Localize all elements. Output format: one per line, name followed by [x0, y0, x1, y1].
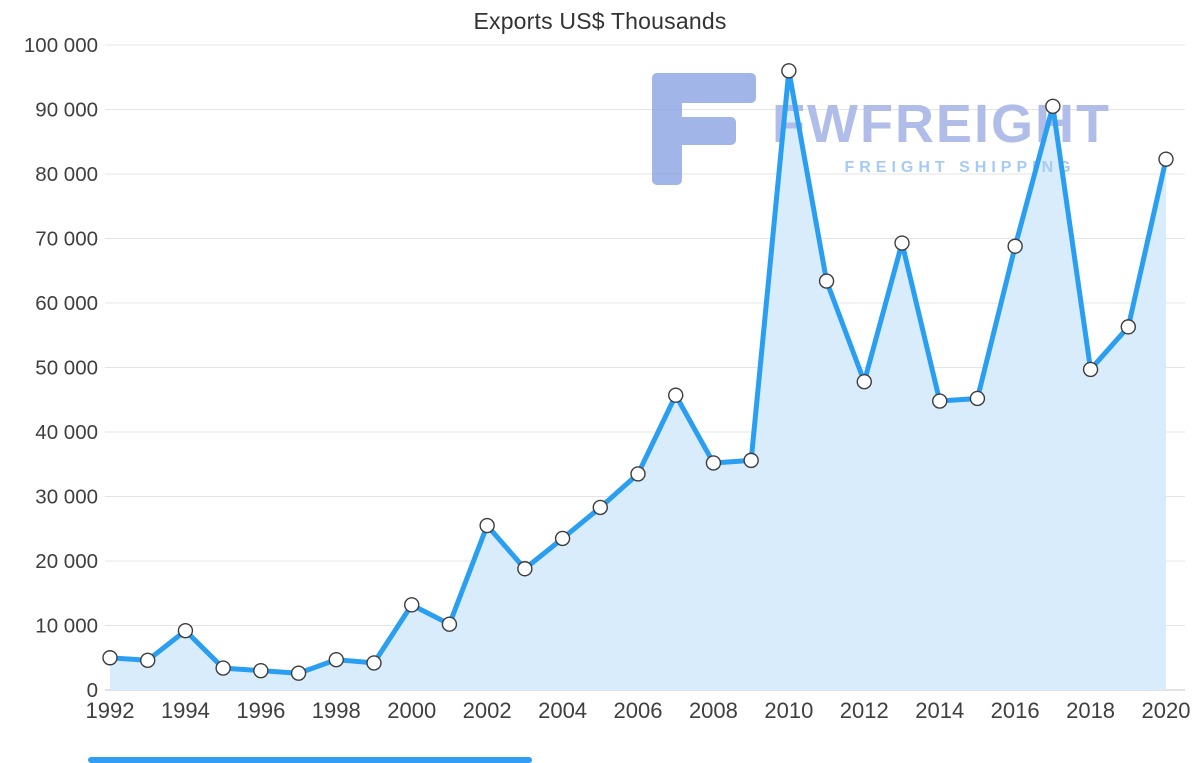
series-area-fill: [110, 70, 1166, 691]
fwfreight-logo-icon: [652, 73, 756, 185]
data-point-marker[interactable]: [668, 387, 684, 403]
data-point-marker[interactable]: [441, 616, 458, 632]
data-point-marker[interactable]: [818, 273, 835, 289]
watermark-tagline: FREIGHT SHIPPING: [844, 159, 1075, 176]
data-point-marker[interactable]: [328, 651, 344, 668]
x-axis-tick-label: 1992: [86, 698, 135, 723]
data-point-marker[interactable]: [290, 665, 307, 681]
data-point-marker[interactable]: [102, 650, 118, 666]
x-axis-tick-label: 1998: [312, 698, 361, 723]
y-axis-tick-label: 60 000: [35, 292, 98, 315]
y-axis-tick-label: 80 000: [35, 163, 98, 186]
data-point-marker[interactable]: [856, 373, 872, 390]
data-point-marker[interactable]: [479, 517, 495, 534]
scrollbar-thumb[interactable]: [88, 757, 532, 763]
data-point-marker[interactable]: [743, 452, 759, 469]
x-axis-tick-label: 2018: [1066, 698, 1115, 723]
data-point-marker[interactable]: [781, 63, 797, 79]
data-point-marker[interactable]: [894, 235, 910, 251]
data-point-marker[interactable]: [932, 393, 948, 409]
data-point-marker[interactable]: [253, 662, 269, 679]
data-point-marker[interactable]: [366, 655, 382, 671]
chart-title: Exports US$ Thousands: [473, 8, 727, 34]
data-point-marker[interactable]: [140, 652, 156, 669]
y-axis-tick-label: 90 000: [35, 99, 98, 122]
x-axis-tick-label: 2008: [689, 698, 738, 723]
x-axis-tick-label: 2020: [1142, 698, 1191, 723]
data-point-marker[interactable]: [1045, 98, 1061, 114]
data-point-marker[interactable]: [1120, 319, 1136, 335]
data-point-marker[interactable]: [215, 660, 231, 676]
y-axis-tick-label: 100 000: [24, 34, 98, 57]
y-axis-tick-label: 70 000: [35, 228, 98, 251]
x-axis-tick-label: 2006: [614, 698, 663, 723]
data-point-marker[interactable]: [177, 622, 194, 639]
data-point-marker[interactable]: [1158, 151, 1174, 167]
x-axis-tick-label: 1994: [161, 698, 210, 723]
watermark: FWFREIGHT FREIGHT SHIPPING: [652, 73, 1109, 185]
grid-and-area-layer: 0 10 000 20 000 30 000 40 000 50 000 60 000 70 …: [24, 34, 1191, 723]
y-axis-tick-label: 0: [87, 679, 98, 702]
x-axis-tick-label: 2012: [840, 698, 889, 723]
x-axis-tick-label: 2014: [915, 698, 964, 723]
line-and-markers-layer: [102, 63, 1174, 681]
y-axis-tick-label: 40 000: [35, 421, 98, 444]
x-axis-tick-label: 2002: [463, 698, 512, 723]
data-point-marker[interactable]: [404, 597, 420, 613]
y-axis-tick-label: 30 000: [35, 486, 98, 509]
x-axis-tick-label: 2004: [538, 698, 587, 723]
data-point-marker[interactable]: [517, 561, 533, 577]
x-axis-tick-label: 2000: [387, 698, 436, 723]
y-axis-tick-label: 50 000: [35, 357, 98, 380]
data-point-marker[interactable]: [592, 499, 608, 516]
x-axis-tick-label: 1996: [236, 698, 285, 723]
y-axis-tick-label: 10 000: [35, 615, 98, 638]
x-axis-tick-label: 2016: [991, 698, 1040, 723]
x-axis-tick-label: 2010: [764, 698, 813, 723]
data-point-marker[interactable]: [969, 390, 986, 407]
y-axis-tick-label: 20 000: [35, 550, 98, 573]
data-point-marker[interactable]: [705, 455, 722, 471]
data-point-marker[interactable]: [630, 466, 646, 482]
data-point-marker[interactable]: [1082, 361, 1099, 378]
data-point-marker[interactable]: [1007, 238, 1023, 254]
data-point-marker[interactable]: [554, 530, 571, 547]
